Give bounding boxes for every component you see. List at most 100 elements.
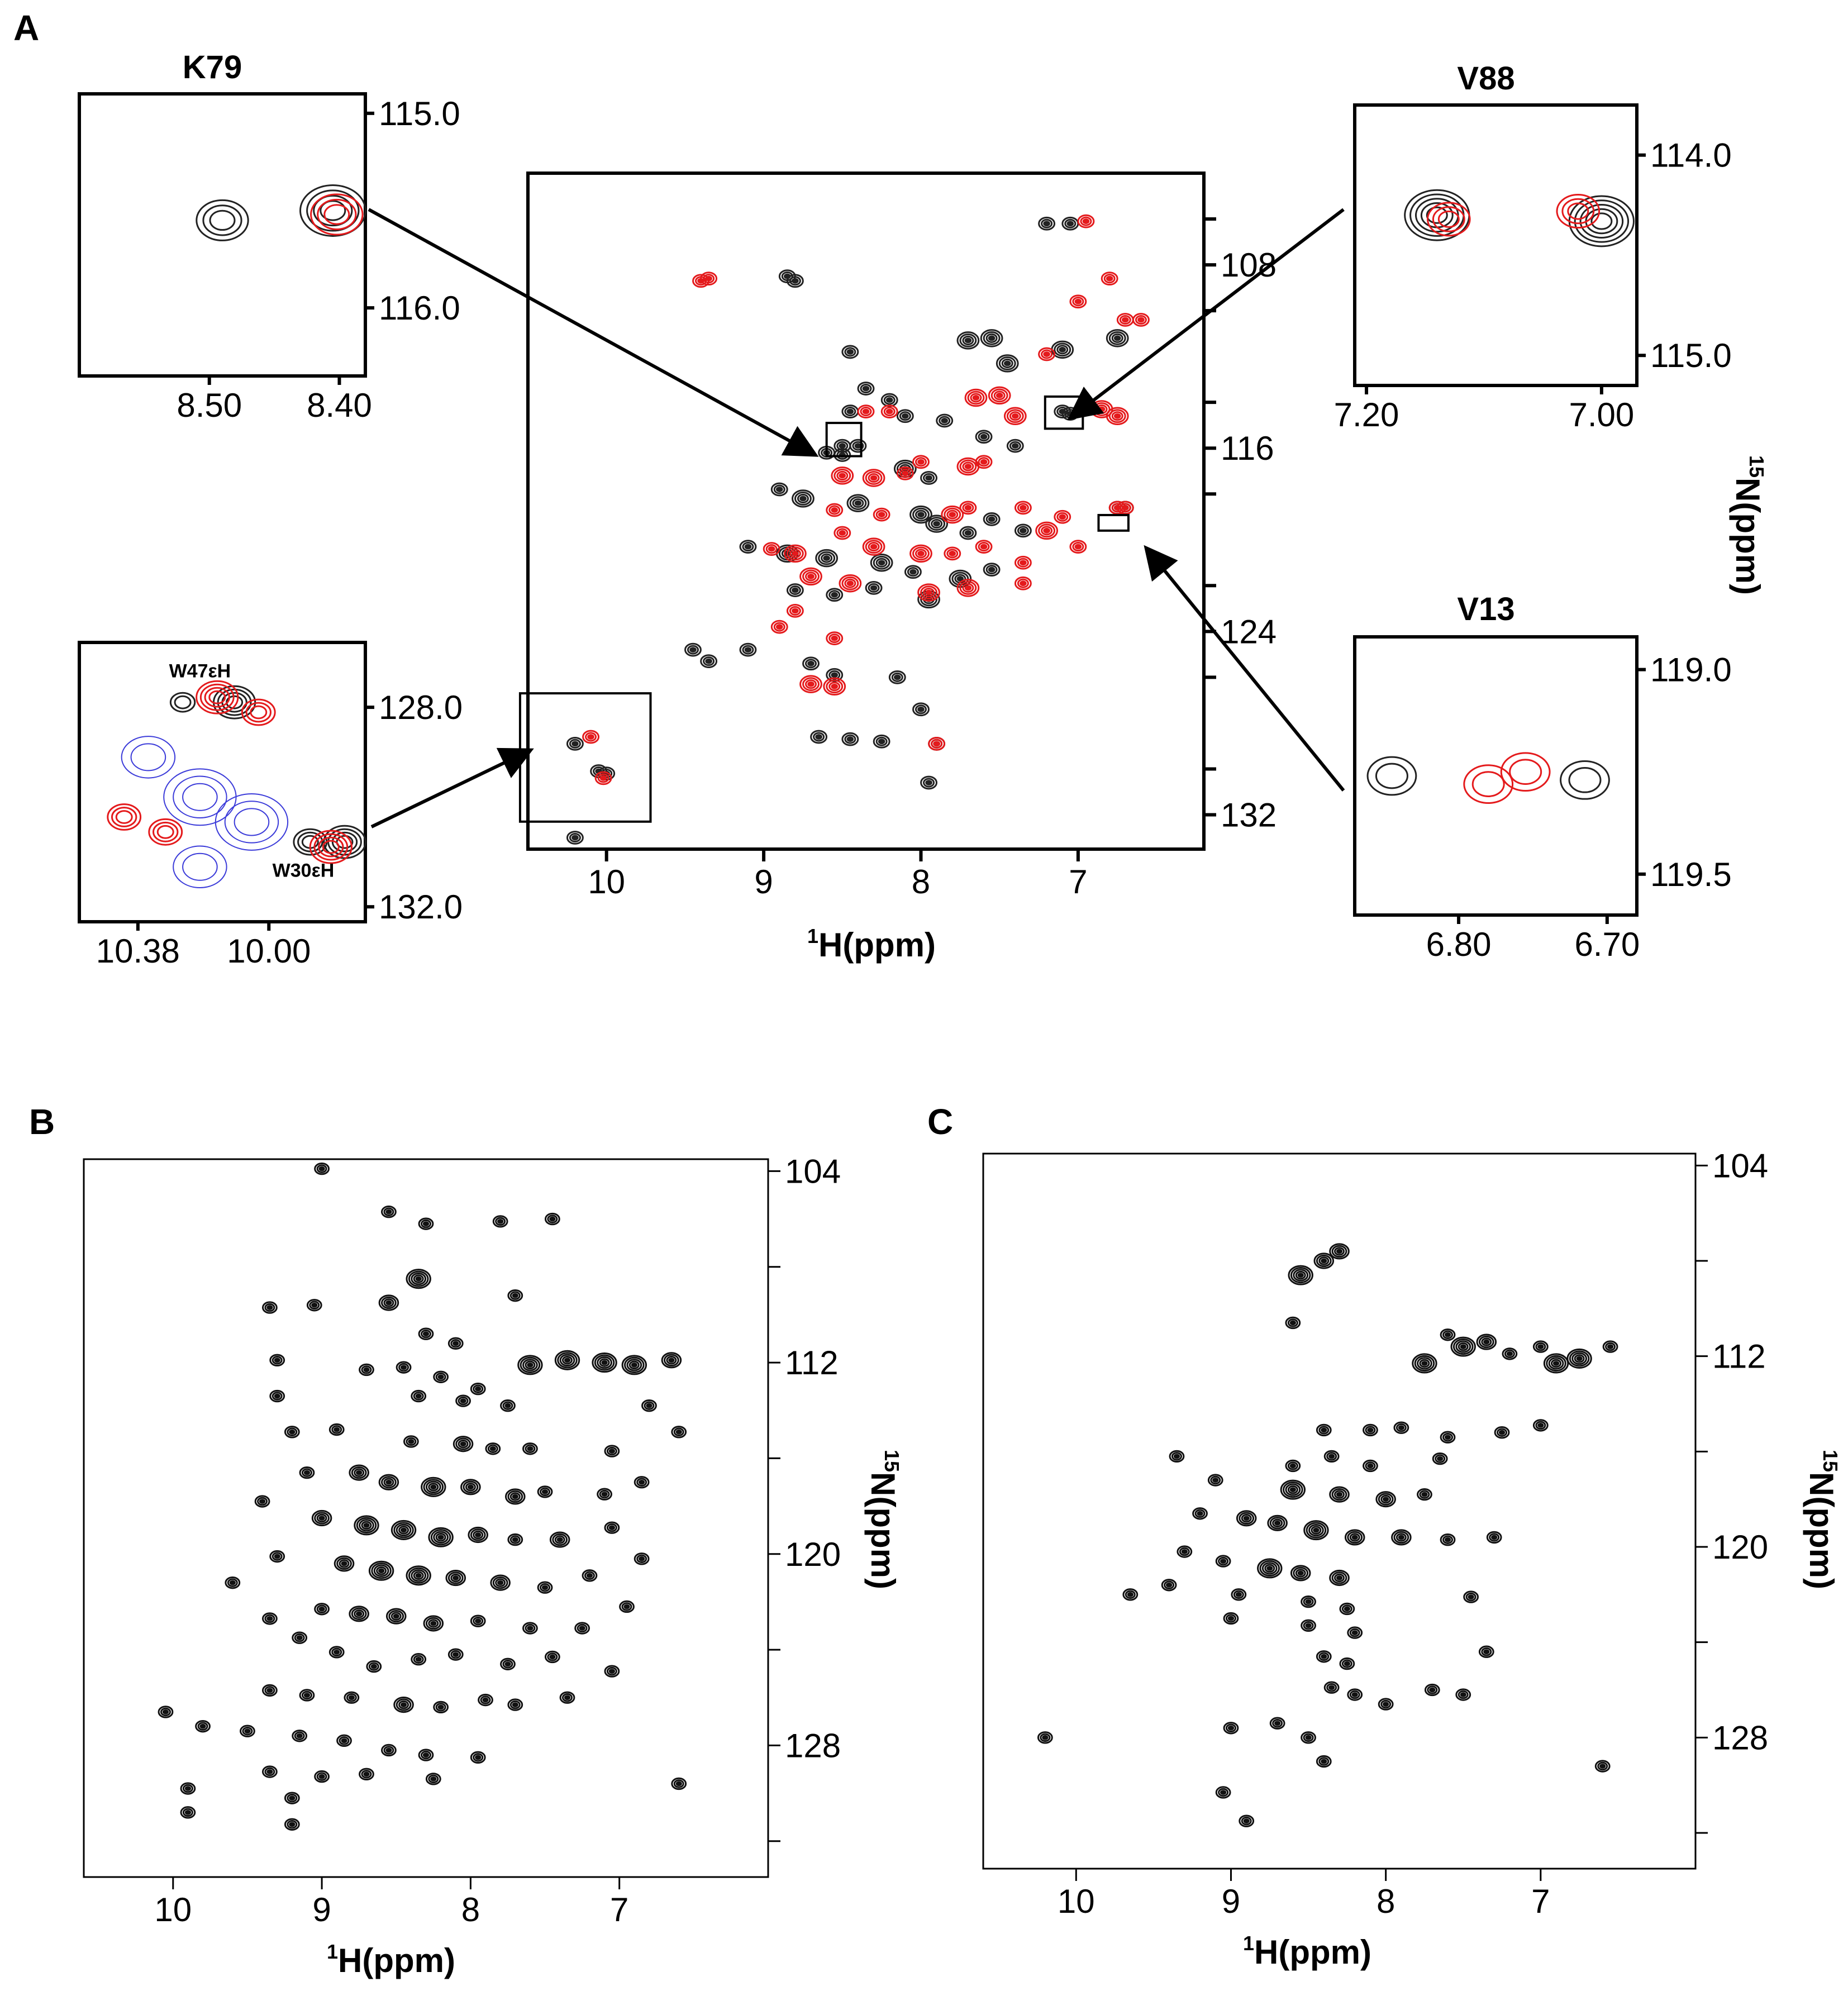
contour [460, 1479, 481, 1495]
peak [433, 1701, 449, 1714]
contour [1272, 1718, 1283, 1728]
contour [846, 494, 870, 512]
contour [1014, 555, 1032, 570]
contour [1329, 1569, 1350, 1587]
contour [559, 1354, 575, 1366]
contour [310, 193, 364, 236]
peak [1215, 1786, 1231, 1799]
peak [195, 1720, 211, 1733]
peak-core [988, 516, 996, 522]
contour [299, 1466, 315, 1479]
contour [802, 677, 820, 692]
peak [1301, 1595, 1316, 1608]
contour [1432, 1452, 1448, 1465]
contour [606, 1666, 617, 1676]
contour [1323, 1681, 1340, 1694]
contour [1437, 210, 1460, 228]
contour [621, 1602, 632, 1611]
contour [978, 542, 990, 552]
inset-title-k79: K79 [183, 49, 242, 85]
contour [1602, 1340, 1618, 1353]
panel-label-b: B [29, 1102, 55, 1142]
peak-core [162, 1709, 169, 1714]
contour [1567, 202, 1589, 220]
peak-core [1043, 351, 1050, 357]
inset-box-k79 [825, 422, 863, 458]
peak [1003, 407, 1027, 426]
contour [1471, 771, 1505, 797]
contour [849, 496, 867, 511]
contour [1452, 1338, 1474, 1355]
peak [504, 1488, 526, 1505]
contour [1395, 1533, 1407, 1542]
x-tick-label: 8 [461, 1891, 480, 1928]
peak-core [1351, 1692, 1358, 1697]
contour [828, 634, 841, 644]
contour [792, 489, 815, 508]
contour [153, 821, 179, 842]
peak [1014, 501, 1032, 515]
contour [975, 540, 993, 554]
peak-core [831, 592, 839, 598]
peak-core [341, 1738, 347, 1744]
contour [1551, 1359, 1562, 1368]
contour [661, 1352, 682, 1369]
contour [875, 558, 888, 568]
contour [891, 672, 903, 682]
peak [1463, 1590, 1479, 1603]
contour [418, 1327, 434, 1340]
contour [962, 461, 974, 471]
peak [470, 1751, 486, 1764]
contour [1301, 1595, 1316, 1608]
contour [507, 1698, 523, 1711]
peak [975, 455, 993, 469]
contour [1054, 342, 1071, 357]
contour [1236, 1510, 1257, 1527]
contour [944, 507, 961, 522]
y-tick-label: 115.0 [1650, 337, 1732, 374]
contour [1432, 206, 1465, 232]
peak-core [467, 1484, 474, 1490]
peak-core [689, 647, 697, 653]
peak [1560, 760, 1610, 800]
contour [522, 1359, 538, 1371]
contour [1072, 297, 1084, 307]
x-tick-label: 10 [1058, 1883, 1095, 1920]
peak [311, 1509, 332, 1527]
x-tick-label: 7 [610, 1891, 628, 1928]
peak-core [1066, 221, 1074, 227]
peak [1236, 1510, 1257, 1527]
peak-core [996, 392, 1003, 398]
peak [841, 345, 859, 359]
contour [883, 407, 896, 417]
contour [156, 825, 174, 839]
contour [173, 775, 227, 819]
contour [287, 1427, 298, 1437]
peak [309, 830, 353, 864]
contour [636, 1478, 647, 1487]
peak [802, 656, 820, 671]
peak [261, 1684, 278, 1697]
peak-core [1173, 1454, 1180, 1459]
contour [821, 553, 833, 563]
contour [378, 1294, 399, 1311]
contour [242, 1726, 253, 1736]
peak [1223, 1722, 1239, 1735]
annotation-label: W47εH [169, 661, 231, 682]
contour [1080, 216, 1092, 226]
peak [936, 413, 954, 428]
peak-core [956, 576, 964, 582]
peak [1427, 202, 1471, 237]
contour [1344, 1529, 1365, 1546]
contour [204, 687, 230, 708]
contour [1316, 1755, 1332, 1768]
contour [351, 1466, 367, 1479]
contour [802, 569, 820, 584]
x-tick-label: 10.00 [227, 932, 311, 970]
contour [381, 1744, 397, 1757]
peak [1192, 1507, 1208, 1520]
peak [1108, 501, 1126, 515]
contour [450, 1339, 461, 1348]
contour [554, 1535, 565, 1544]
inset-v88: 7.20 7.00 114.0 115.0 [1334, 103, 1732, 434]
